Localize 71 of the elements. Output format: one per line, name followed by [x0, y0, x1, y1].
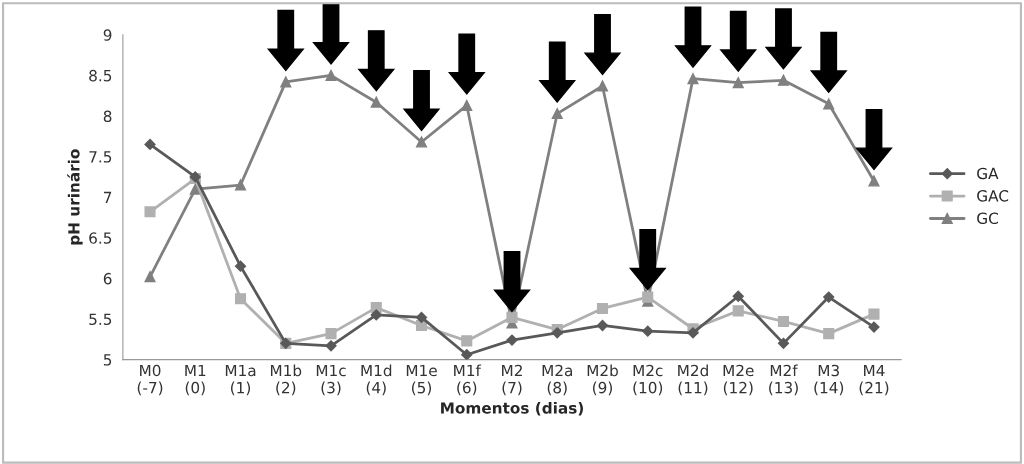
point: [551, 108, 563, 120]
point: [280, 76, 292, 88]
x-tick-label: M4 (21): [859, 364, 889, 396]
point: [868, 321, 880, 333]
point: [234, 179, 247, 191]
x-axis-title: Momentos (dias): [441, 401, 583, 416]
x-tick-label: M1 (0): [185, 364, 206, 396]
point: [461, 335, 473, 347]
y-tick-label: 7.5: [89, 151, 112, 163]
x-tick-label: M2e (12): [723, 364, 754, 396]
y-tick-label: 5: [103, 354, 112, 366]
point: [732, 290, 744, 302]
point: [506, 311, 518, 323]
legend-label: GA: [977, 167, 999, 180]
point: [642, 325, 654, 337]
legend-label: GC: [977, 212, 998, 225]
x-tick-label: M0 (-7): [137, 364, 163, 396]
x-tick-label: M3 (14): [814, 364, 844, 396]
x-tick-label: M1f (6): [454, 364, 482, 396]
point: [732, 77, 744, 89]
point: [823, 291, 835, 303]
point: [732, 305, 744, 317]
point: [461, 99, 473, 112]
x-tick-label: M1b (2): [270, 364, 302, 396]
point: [868, 308, 880, 320]
y-tick-label: 6.5: [89, 232, 112, 244]
x-tick-label: M1a (1): [225, 364, 256, 396]
x-tick-label: M2 (7): [502, 364, 522, 396]
y-axis-title: pH urinário: [67, 149, 83, 245]
point: [823, 328, 835, 340]
point: [144, 138, 156, 151]
legend-label: GAC: [977, 190, 1009, 202]
point: [461, 349, 473, 360]
point: [596, 80, 609, 92]
point: [777, 315, 790, 327]
point: [415, 311, 428, 323]
point: [777, 74, 790, 86]
y-tick-label: 5.5: [89, 313, 112, 326]
y-tick-label: 6: [103, 272, 112, 285]
x-tick-label: M2d (11): [678, 364, 708, 396]
x-tick-label: M1d (4): [361, 364, 392, 396]
y-tick-label: 7: [104, 191, 112, 203]
x-tick-label: M1e (5): [406, 364, 437, 396]
point: [868, 175, 880, 187]
point: [144, 271, 156, 283]
x-tick-label: M2a (8): [542, 364, 572, 396]
point: [777, 337, 790, 349]
x-tick-label: M2c (10): [633, 364, 663, 396]
point: [687, 73, 699, 85]
y-tick-label: 9: [103, 29, 112, 41]
x-tick-label: M2f (13): [769, 364, 798, 396]
y-tick-label: 8: [103, 110, 112, 123]
point: [370, 309, 382, 321]
point: [642, 291, 654, 303]
point: [234, 293, 247, 305]
point: [325, 340, 337, 352]
point: [325, 328, 337, 340]
point: [234, 260, 247, 272]
point: [596, 302, 609, 315]
point: [823, 98, 835, 110]
point: [506, 334, 518, 346]
x-tick-label: M2b (9): [587, 364, 618, 396]
point: [687, 327, 699, 339]
point: [325, 69, 337, 81]
x-tick-label: M1c (3): [316, 364, 346, 396]
point: [144, 206, 156, 218]
point: [596, 319, 609, 332]
y-tick-label: 8.5: [89, 69, 112, 82]
point: [415, 136, 428, 148]
point: [370, 96, 382, 108]
point: [189, 183, 201, 195]
